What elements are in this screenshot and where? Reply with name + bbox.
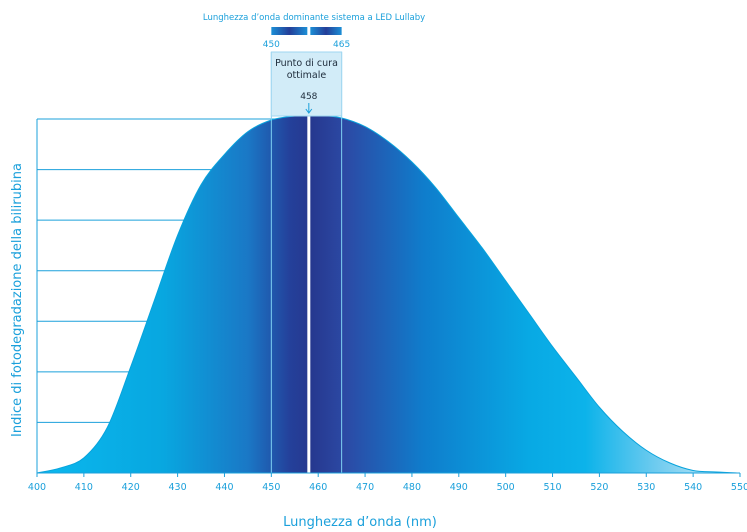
series-area (36, 114, 741, 474)
dominant-range-start-label: 450 (263, 40, 280, 50)
x-axis-title: Lunghezza d’onda (nm) (283, 515, 437, 530)
x-tick-label: 400 (28, 482, 46, 493)
optimal-point-value-label: 458 (300, 92, 317, 102)
dominant-range-title: Lunghezza d’onda dominante sistema a LED… (203, 13, 425, 23)
optimal-point-callout (270, 51, 343, 117)
y-axis-title: Indice di fotodegradazione della bilirub… (10, 163, 25, 437)
x-tick-label: 530 (637, 482, 655, 493)
dominant-range-bar-left (271, 27, 308, 35)
dominant-range-bar-right (310, 27, 342, 35)
x-tick-label: 480 (403, 482, 421, 493)
x-tick-label: 520 (590, 482, 608, 493)
x-tick-label: 470 (356, 482, 374, 493)
optimal-point-arrow (305, 103, 313, 114)
optimal-point-label-line2: ottimale (287, 70, 327, 81)
x-tick-label: 550 (731, 482, 747, 493)
x-tick-label: 450 (262, 482, 280, 493)
optimal-point-label-line1: Punto di cura (275, 58, 338, 69)
x-tick-label: 420 (122, 482, 140, 493)
x-tick-label: 460 (309, 482, 327, 493)
x-tick-label: 410 (75, 482, 93, 493)
x-tick-label: 430 (169, 482, 187, 493)
x-tick-label: 500 (497, 482, 515, 493)
x-tick-label: 440 (215, 482, 233, 493)
dominant-range-overlay (270, 52, 343, 473)
x-tick-label: 540 (684, 482, 702, 493)
x-axis-ticks: 400 410 420 430 440 450 460 470 480 490 500 510 520 5… (28, 473, 747, 493)
x-tick-label: 510 (543, 482, 561, 493)
dominant-range-end-label: 465 (333, 40, 350, 50)
x-tick-label: 490 (450, 482, 468, 493)
